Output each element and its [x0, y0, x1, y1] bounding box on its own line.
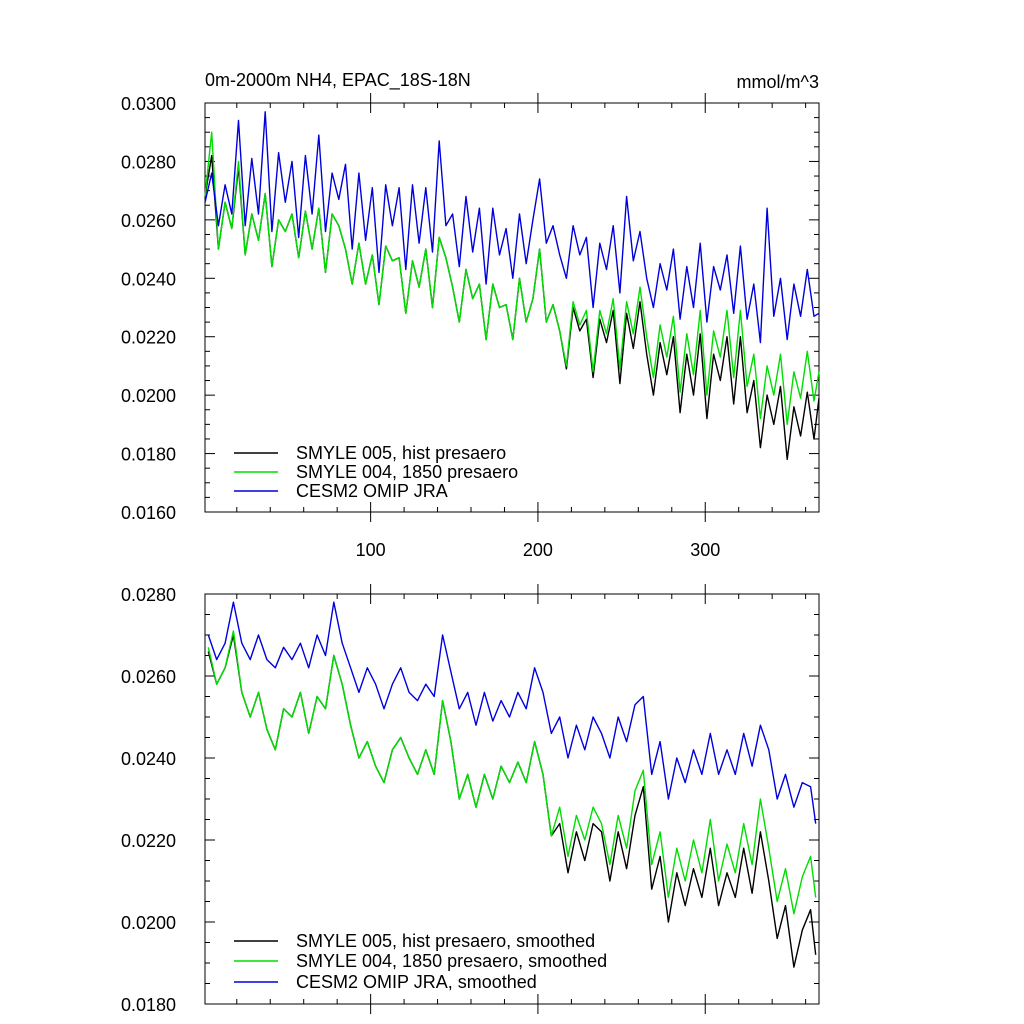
y-tick-label: 0.0220 — [121, 328, 176, 348]
bottom-legend-label-smyle004: SMYLE 004, 1850 presaero, smoothed — [296, 951, 607, 971]
bottom-series-lines — [207, 601, 817, 968]
y-tick-label: 0.0300 — [121, 94, 176, 114]
x-tick-label: 100 — [356, 540, 386, 560]
bottom-axis-ticks: 0.0180 0.0200 0.0220 0.0240 0.0260 0.0280 — [121, 584, 819, 1015]
y-tick-label: 0.0220 — [121, 831, 176, 851]
series-line-2 — [207, 630, 817, 915]
y-tick-label: 0.0280 — [121, 152, 176, 172]
y-tick-label: 0.0180 — [121, 445, 176, 465]
x-tick-label: 300 — [690, 540, 720, 560]
y-tick-label: 0.0200 — [121, 913, 176, 933]
top-axis-ticks: 0.0160 0.0180 0.0200 0.0220 0.0240 0.0260 0.02… — [121, 93, 819, 560]
top-legend-label-smyle004: SMYLE 004, 1850 presaero — [296, 462, 518, 482]
series-line-2 — [204, 131, 820, 426]
y-tick-label: 0.0160 — [121, 503, 176, 523]
top-chart-units: mmol/m^3 — [737, 72, 819, 92]
top-legend: SMYLE 005, hist presaero SMYLE 004, 1850… — [234, 443, 518, 501]
top-series-lines — [204, 111, 820, 461]
y-tick-label: 0.0240 — [121, 269, 176, 289]
bottom-panel: 0.0180 0.0200 0.0220 0.0240 0.0260 0.0280 SMY… — [121, 584, 820, 1015]
y-tick-label: 0.0200 — [121, 386, 176, 406]
y-tick-label: 0.0240 — [121, 749, 176, 769]
series-line-3 — [207, 601, 817, 824]
y-tick-label: 0.0260 — [121, 211, 176, 231]
y-tick-label: 0.0180 — [121, 995, 176, 1015]
top-legend-label-smyle005: SMYLE 005, hist presaero — [296, 443, 506, 463]
top-panel: 0m-2000m NH4, EPAC_18S-18N mmol/m^3 0.01… — [121, 70, 820, 560]
top-chart-title: 0m-2000m NH4, EPAC_18S-18N — [205, 70, 471, 91]
series-line-1 — [207, 634, 817, 968]
y-tick-label: 0.0260 — [121, 667, 176, 687]
x-tick-label: 200 — [523, 540, 553, 560]
bottom-legend: SMYLE 005, hist presaero, smoothed SMYLE… — [234, 931, 607, 992]
series-line-3 — [204, 111, 820, 344]
bottom-legend-label-cesm2: CESM2 OMIP JRA, smoothed — [296, 972, 537, 992]
top-legend-label-cesm2: CESM2 OMIP JRA — [296, 481, 448, 501]
bottom-legend-label-smyle005: SMYLE 005, hist presaero, smoothed — [296, 931, 595, 951]
y-tick-label: 0.0280 — [121, 585, 176, 605]
series-line-1 — [204, 154, 820, 461]
